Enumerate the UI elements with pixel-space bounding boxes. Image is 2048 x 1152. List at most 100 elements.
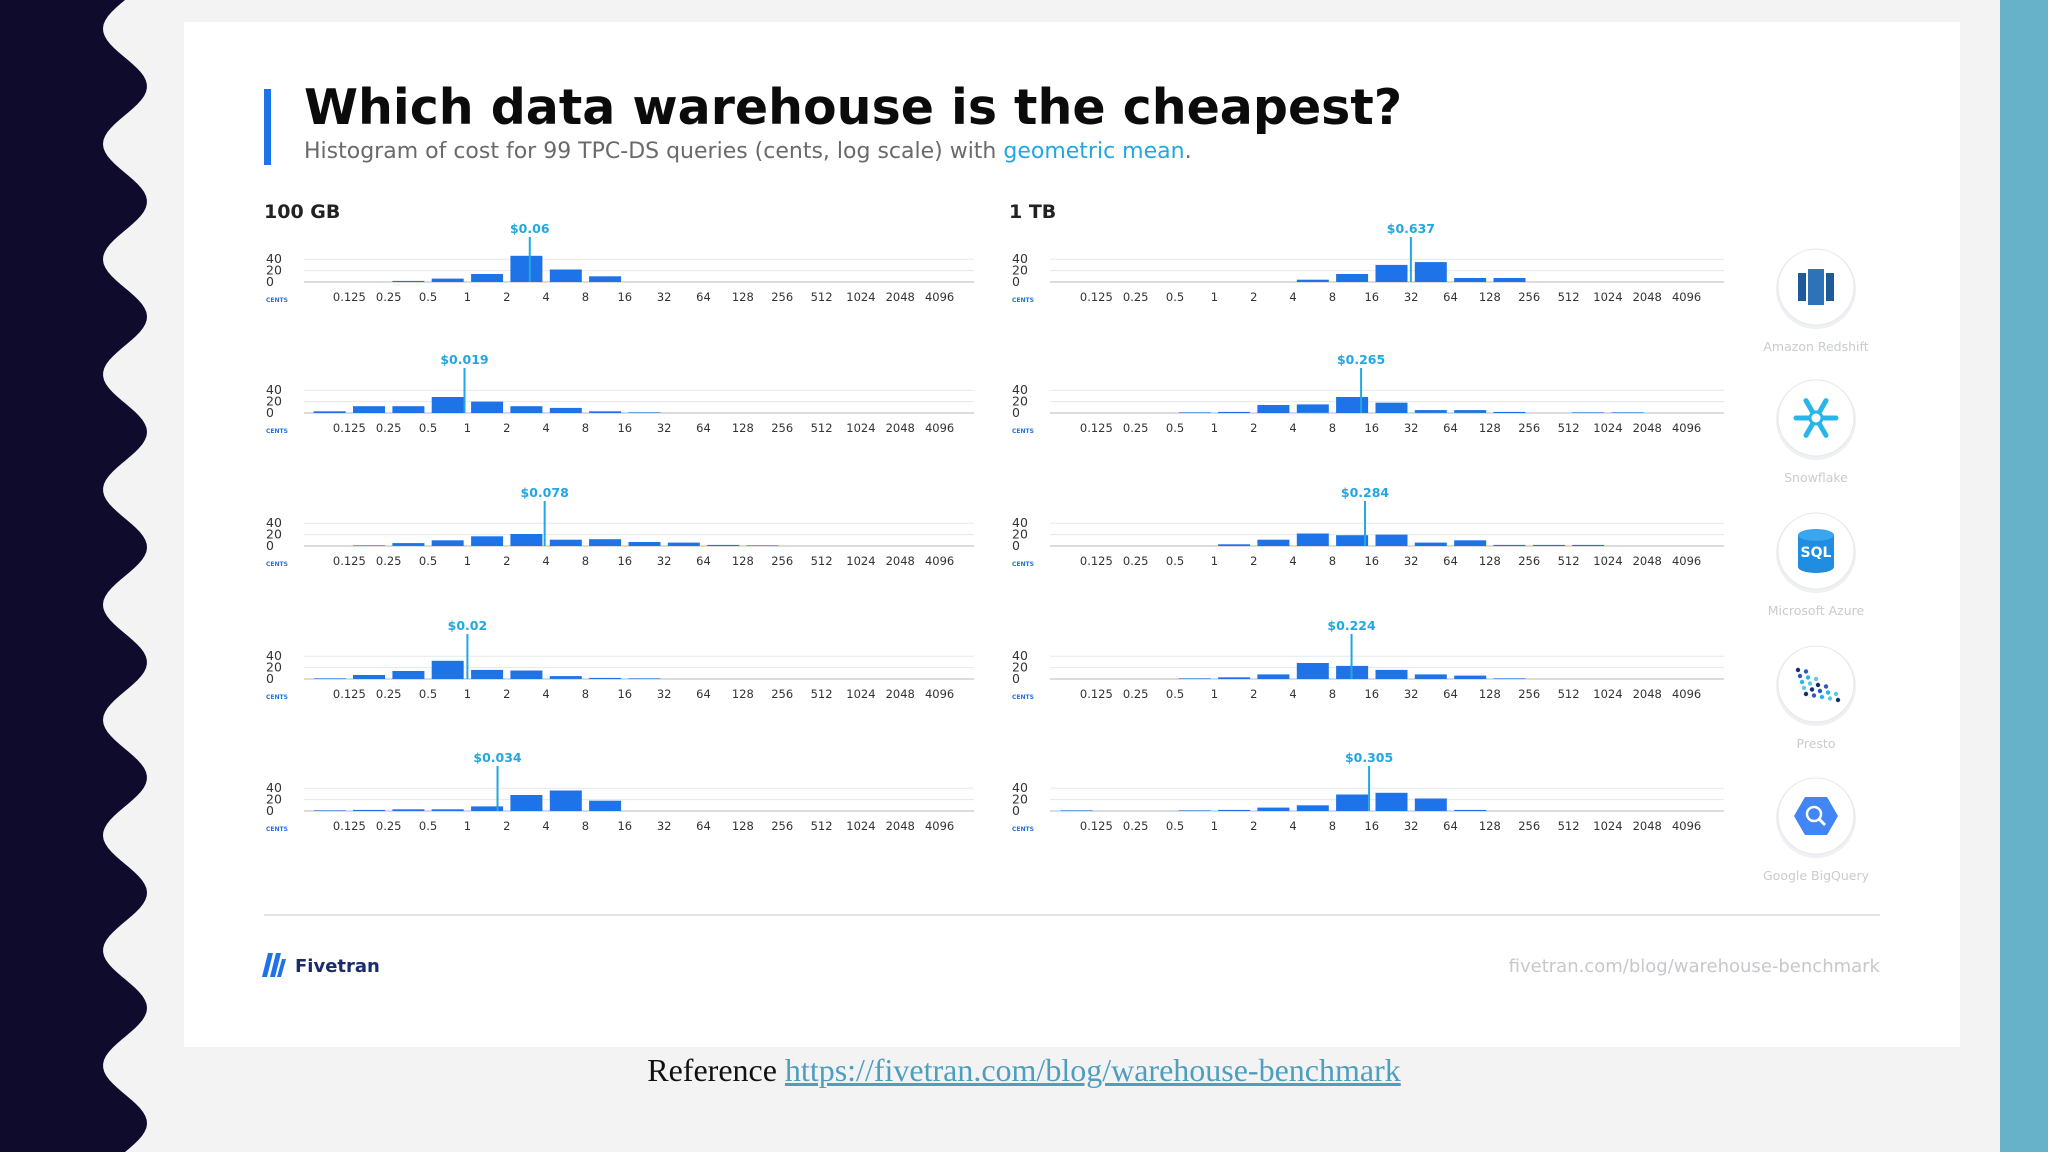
icon-part bbox=[1819, 694, 1825, 700]
histogram-bar bbox=[353, 406, 385, 413]
x-tick-label: 0.25 bbox=[376, 421, 402, 435]
x-tick-label: 2048 bbox=[886, 687, 915, 701]
histogram-bar bbox=[313, 411, 346, 413]
histogram-bar bbox=[589, 800, 622, 811]
y-tick-label: 0 bbox=[1012, 274, 1020, 289]
x-tick-label: 0.5 bbox=[419, 687, 437, 701]
x-tick-label: 1024 bbox=[846, 687, 875, 701]
vendor-name: Snowflake bbox=[1784, 470, 1848, 485]
histogram-bar bbox=[431, 809, 464, 811]
subtitle-highlight: geometric mean bbox=[1003, 139, 1184, 164]
x-tick-label: 8 bbox=[1329, 819, 1336, 833]
histogram-bar bbox=[1572, 412, 1605, 413]
histogram-bar bbox=[353, 809, 385, 811]
x-tick-label: 8 bbox=[1329, 554, 1336, 568]
page-title: Which data warehouse is the cheapest? bbox=[304, 79, 1402, 136]
x-tick-label: 0.5 bbox=[419, 819, 437, 833]
histogram-bar bbox=[1493, 678, 1526, 679]
x-tick-label: 1 bbox=[464, 819, 471, 833]
y-tick-label: 0 bbox=[266, 538, 274, 553]
x-tick-label: 2 bbox=[1250, 687, 1257, 701]
histogram-bar bbox=[471, 806, 504, 811]
x-tick-label: 64 bbox=[1443, 554, 1458, 568]
x-tick-label: 4096 bbox=[925, 819, 954, 833]
icon-part bbox=[1823, 684, 1829, 689]
x-tick-label: 0.25 bbox=[1123, 421, 1149, 435]
x-tick-label: 4 bbox=[542, 687, 549, 701]
histogram-bar bbox=[549, 539, 582, 546]
x-tick-label: 32 bbox=[1404, 819, 1419, 833]
icon-badge bbox=[1777, 645, 1855, 723]
icon-part bbox=[1835, 697, 1841, 703]
icon-part bbox=[1799, 679, 1805, 685]
histogram-bar bbox=[431, 278, 464, 282]
histogram-bar bbox=[1375, 669, 1408, 679]
x-tick-label: 2048 bbox=[1633, 421, 1662, 435]
icon-part bbox=[1826, 273, 1834, 301]
x-tick-label: 16 bbox=[1364, 687, 1379, 701]
x-tick-label: 0.25 bbox=[376, 687, 402, 701]
x-tick-label: 1024 bbox=[846, 421, 875, 435]
x-tick-label: 8 bbox=[582, 687, 589, 701]
x-tick-label: 128 bbox=[1479, 819, 1501, 833]
x-tick-label: 1024 bbox=[1593, 819, 1622, 833]
histogram-bar bbox=[628, 412, 661, 413]
x-tick-label: 32 bbox=[657, 554, 672, 568]
x-tick-label: 2 bbox=[1250, 819, 1257, 833]
x-tick-label: 2048 bbox=[1633, 687, 1662, 701]
x-tick-label: 2048 bbox=[886, 421, 915, 435]
x-unit-label: CENTS bbox=[1012, 826, 1034, 833]
column-heading-1tb: 1 TB bbox=[1009, 201, 1056, 223]
histogram-bar bbox=[1611, 412, 1644, 413]
histogram-bar bbox=[1414, 798, 1447, 811]
y-tick-label: 40 bbox=[1012, 382, 1028, 397]
x-tick-label: 4 bbox=[1289, 290, 1296, 304]
x-tick-label: 16 bbox=[617, 290, 632, 304]
x-tick-label: 256 bbox=[771, 687, 793, 701]
geometric-mean-label: $0.078 bbox=[521, 485, 569, 500]
reference-link[interactable]: https://fivetran.com/blog/warehouse-benc… bbox=[784, 1052, 1401, 1088]
x-tick-label: 16 bbox=[1364, 290, 1379, 304]
x-tick-label: 8 bbox=[1329, 687, 1336, 701]
x-tick-label: 8 bbox=[582, 421, 589, 435]
x-tick-label: 0.125 bbox=[1080, 819, 1113, 833]
histogram-bar bbox=[392, 406, 425, 413]
icon-part bbox=[1797, 673, 1803, 679]
x-tick-label: 32 bbox=[1404, 687, 1419, 701]
y-tick-label: 20 bbox=[1012, 263, 1028, 278]
histogram-bar bbox=[589, 276, 622, 282]
x-tick-label: 4 bbox=[1289, 421, 1296, 435]
x-tick-label: 16 bbox=[617, 687, 632, 701]
y-tick-label: 20 bbox=[266, 660, 282, 675]
y-tick-label: 0 bbox=[1012, 803, 1020, 818]
x-tick-label: 16 bbox=[1364, 421, 1379, 435]
geometric-mean-label: $0.224 bbox=[1327, 618, 1376, 633]
histogram-bar bbox=[1178, 412, 1211, 413]
icon-part bbox=[1813, 676, 1819, 682]
brand-name: Fivetran bbox=[295, 956, 380, 977]
y-tick-label: 40 bbox=[266, 382, 282, 397]
y-tick-label: 40 bbox=[266, 780, 282, 795]
bigquery-icon bbox=[1776, 777, 1856, 858]
histogram-bar bbox=[1178, 678, 1211, 679]
y-tick-label: 40 bbox=[1012, 648, 1028, 663]
icon-part bbox=[1827, 696, 1833, 701]
x-tick-label: 2048 bbox=[886, 290, 915, 304]
geometric-mean-label: $0.02 bbox=[448, 618, 488, 633]
y-tick-label: 40 bbox=[1012, 515, 1028, 530]
x-tick-label: 128 bbox=[1479, 290, 1501, 304]
x-tick-label: 4 bbox=[1289, 687, 1296, 701]
decorative-wave-panel bbox=[0, 0, 147, 1152]
x-unit-label: CENTS bbox=[1012, 694, 1034, 701]
icon-part bbox=[1805, 675, 1811, 680]
x-tick-label: 0.25 bbox=[376, 819, 402, 833]
icon-part: SQL bbox=[1801, 545, 1832, 561]
x-tick-label: 4 bbox=[542, 290, 549, 304]
y-tick-label: 20 bbox=[1012, 660, 1028, 675]
vendor-legend: Amazon Redshift Snowflake SQL Microsoft Azu… bbox=[1763, 248, 1870, 883]
histogram-bar bbox=[1296, 805, 1329, 811]
subtitle-text: Histogram of cost for 99 TPC-DS queries … bbox=[304, 139, 1003, 164]
